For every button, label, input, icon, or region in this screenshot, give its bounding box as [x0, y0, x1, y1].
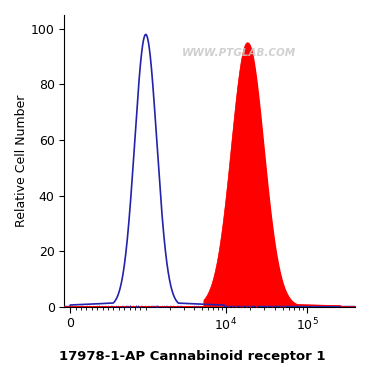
Point: [127, 304, 133, 310]
Point: [145, 304, 151, 310]
Point: [138, 304, 144, 310]
Text: WWW.PTGLAB.COM: WWW.PTGLAB.COM: [182, 48, 296, 58]
Point: [135, 304, 141, 310]
Point: [99, 304, 105, 310]
Point: [102, 304, 108, 310]
Point: [95, 304, 101, 310]
Point: [264, 304, 270, 310]
Point: [149, 304, 155, 310]
Point: [175, 304, 181, 310]
Point: [96, 304, 102, 310]
Point: [127, 304, 133, 310]
Point: [123, 304, 129, 310]
Point: [232, 304, 238, 310]
Point: [128, 304, 134, 310]
Point: [269, 304, 275, 310]
Point: [109, 304, 115, 310]
Point: [153, 304, 159, 310]
Point: [239, 304, 245, 310]
Point: [164, 304, 170, 310]
Point: [193, 304, 199, 310]
Point: [159, 304, 165, 310]
Point: [243, 304, 249, 310]
Point: [253, 304, 259, 310]
Point: [119, 304, 125, 310]
Point: [253, 304, 259, 310]
Point: [150, 304, 156, 310]
Point: [78, 304, 84, 310]
Point: [148, 304, 154, 310]
Point: [167, 304, 173, 310]
Point: [151, 304, 157, 310]
Point: [125, 304, 131, 310]
Point: [135, 304, 141, 310]
Point: [154, 304, 159, 310]
Point: [264, 304, 270, 310]
Point: [168, 304, 174, 310]
Point: [246, 304, 252, 310]
Point: [218, 304, 224, 310]
Point: [244, 304, 250, 310]
Point: [133, 304, 139, 310]
Point: [163, 304, 169, 310]
Point: [216, 304, 222, 310]
Point: [115, 304, 121, 310]
Point: [247, 304, 253, 310]
Point: [237, 304, 243, 310]
Point: [142, 304, 148, 310]
Point: [240, 304, 246, 310]
Point: [133, 304, 139, 310]
Y-axis label: Relative Cell Number: Relative Cell Number: [15, 95, 28, 227]
Point: [139, 304, 145, 310]
Point: [282, 304, 288, 310]
Point: [113, 304, 119, 310]
Point: [124, 304, 130, 310]
Point: [155, 304, 161, 310]
Point: [108, 304, 114, 310]
Point: [120, 304, 126, 310]
Point: [191, 304, 197, 310]
Point: [130, 304, 136, 310]
Point: [94, 304, 100, 310]
Point: [178, 304, 184, 310]
Point: [229, 304, 235, 310]
Point: [225, 304, 231, 310]
Point: [80, 304, 85, 310]
Point: [154, 304, 160, 310]
Point: [161, 304, 167, 310]
Point: [84, 304, 90, 310]
Point: [123, 304, 129, 310]
Point: [105, 304, 111, 310]
Point: [127, 304, 133, 310]
Point: [132, 304, 138, 310]
Point: [233, 304, 239, 310]
Point: [147, 304, 152, 310]
Point: [277, 304, 283, 310]
Point: [253, 304, 259, 310]
Point: [282, 304, 287, 310]
Point: [204, 304, 210, 310]
Point: [135, 304, 141, 310]
Point: [195, 304, 201, 310]
Point: [174, 304, 179, 310]
Text: 17978-1-AP Cannabinoid receptor 1: 17978-1-AP Cannabinoid receptor 1: [59, 350, 326, 363]
Point: [154, 304, 160, 310]
Point: [85, 304, 91, 310]
Point: [177, 304, 183, 310]
Point: [280, 304, 286, 310]
Point: [170, 304, 176, 310]
